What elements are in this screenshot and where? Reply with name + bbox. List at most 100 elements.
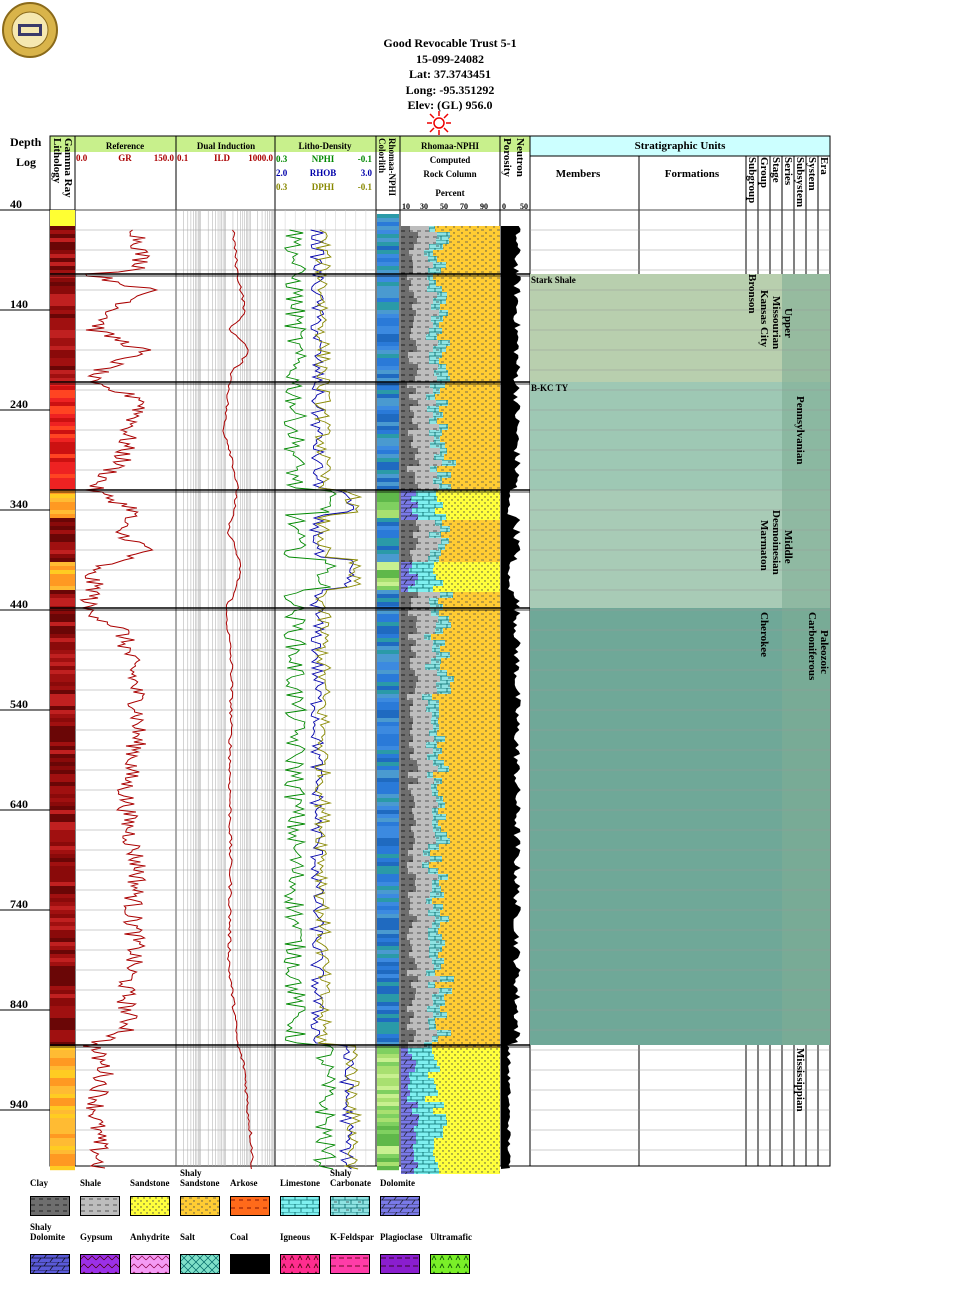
rock-band bbox=[410, 550, 430, 556]
lith-band bbox=[50, 838, 75, 843]
lith-band bbox=[50, 1134, 75, 1139]
rock-band bbox=[408, 1048, 432, 1054]
lith-band bbox=[50, 374, 75, 379]
colorlith-band bbox=[377, 374, 399, 379]
rock-band bbox=[451, 688, 500, 694]
rock-band bbox=[429, 862, 500, 868]
colorlith-band bbox=[377, 1134, 399, 1139]
rock-band bbox=[444, 454, 500, 460]
litho-density-title: Litho-Density bbox=[298, 141, 352, 151]
lithology-legend: Clay Shale Sandstone Shaly Sandstone Arkose L… bbox=[0, 1168, 980, 1288]
por-tick-50: 50 bbox=[520, 202, 528, 211]
rock-band bbox=[433, 748, 442, 754]
colorlith-band bbox=[377, 878, 399, 883]
colorlith-band bbox=[377, 966, 399, 971]
rock-band bbox=[429, 226, 435, 232]
legend-swatch bbox=[280, 1254, 320, 1274]
colorlith-band bbox=[377, 334, 399, 339]
lith-band bbox=[50, 1018, 75, 1023]
colorlith-band bbox=[377, 910, 399, 915]
rock-band bbox=[433, 262, 446, 268]
rock-band bbox=[401, 724, 412, 730]
colorlith-band bbox=[377, 986, 399, 991]
lith-band bbox=[50, 222, 75, 227]
rock-band bbox=[444, 994, 500, 1000]
colorlith-band bbox=[377, 794, 399, 799]
rock-band bbox=[429, 532, 441, 538]
lith-band bbox=[50, 1146, 75, 1151]
gamma-ray-vlabel: Gamma Ray bbox=[62, 138, 74, 198]
rock-band bbox=[401, 1054, 412, 1060]
colorlith-band bbox=[377, 574, 399, 579]
rock-band bbox=[408, 352, 429, 358]
nphi-min: 0.3 bbox=[276, 154, 288, 164]
rock-band bbox=[426, 970, 435, 976]
unit-marmaton: Marmaton bbox=[758, 520, 770, 571]
lith-band bbox=[50, 438, 75, 443]
colorlith-band bbox=[377, 322, 399, 327]
rock-band bbox=[415, 880, 432, 886]
rock-band bbox=[440, 304, 500, 310]
colorlith-band bbox=[377, 394, 399, 399]
lith-band bbox=[50, 750, 75, 755]
colorlith-band bbox=[377, 934, 399, 939]
colorlith-band bbox=[377, 766, 399, 771]
lith-band bbox=[50, 1094, 75, 1099]
rock-band bbox=[428, 844, 439, 850]
colorlith-band bbox=[377, 950, 399, 955]
rock-band bbox=[401, 706, 410, 712]
rock-band bbox=[410, 658, 431, 664]
rock-band bbox=[448, 400, 500, 406]
lith-band bbox=[50, 734, 75, 739]
rock-band bbox=[432, 1048, 500, 1054]
rock-band bbox=[418, 538, 441, 544]
colorlith-band bbox=[377, 706, 399, 711]
rock-band bbox=[401, 658, 410, 664]
rock-band bbox=[401, 964, 417, 970]
rock-band bbox=[401, 364, 418, 370]
lith-band bbox=[50, 1022, 75, 1027]
rock-band bbox=[407, 694, 422, 700]
colorlith-band bbox=[377, 458, 399, 463]
colorlith-band bbox=[377, 342, 399, 347]
rock-band bbox=[401, 286, 409, 292]
rock-band bbox=[415, 376, 437, 382]
rock-band bbox=[414, 1150, 433, 1156]
rock-band bbox=[446, 514, 500, 520]
legend-swatch-fill bbox=[280, 1196, 320, 1216]
rock-band bbox=[439, 322, 500, 328]
rock-band bbox=[401, 1018, 410, 1024]
colorlith-band bbox=[377, 622, 399, 627]
rock-band bbox=[401, 670, 415, 676]
neutron-vlabel: Neutron bbox=[514, 138, 526, 177]
depth-label: 440 bbox=[10, 597, 28, 611]
rock-band bbox=[416, 886, 432, 892]
colorlith-band bbox=[377, 222, 399, 227]
rock-band bbox=[443, 502, 500, 508]
rock-band bbox=[434, 778, 442, 784]
rock-band bbox=[401, 976, 418, 982]
rock-band bbox=[428, 268, 441, 274]
colorlith-band bbox=[377, 286, 399, 291]
strat-col-stage: Stage bbox=[770, 157, 782, 183]
rock-band bbox=[433, 250, 500, 256]
rock-band bbox=[433, 1108, 500, 1114]
rock-band bbox=[401, 256, 412, 262]
strat-zone-penn-band bbox=[782, 274, 830, 1045]
rock-band bbox=[449, 616, 500, 622]
rock-band bbox=[430, 850, 500, 856]
lith-band bbox=[50, 706, 75, 711]
lith-band bbox=[50, 578, 75, 583]
rock-band bbox=[401, 1114, 419, 1120]
lith-band bbox=[50, 878, 75, 883]
rock-band bbox=[411, 790, 432, 796]
rock-band bbox=[438, 1162, 500, 1168]
rock-band bbox=[448, 370, 500, 376]
colorlith-band bbox=[377, 1158, 399, 1163]
lith-band bbox=[50, 1162, 75, 1167]
colorlith-band bbox=[377, 238, 399, 243]
rock-band bbox=[446, 298, 500, 304]
rock-band bbox=[429, 328, 442, 334]
lith-band bbox=[50, 1002, 75, 1007]
legend-swatch-fill bbox=[330, 1196, 370, 1216]
